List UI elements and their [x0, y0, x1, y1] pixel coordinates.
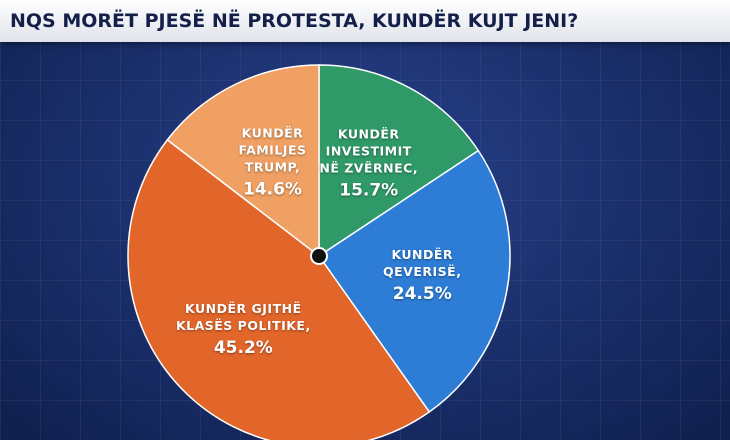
pie-slice: [166, 64, 320, 258]
category-label: KUNDËR QEVERISË,: [383, 247, 462, 280]
slice-label: KUNDËR GJITHË KLASËS POLITIKE, 45.2%: [173, 300, 313, 358]
pie-slice: [317, 149, 511, 413]
category-label: KUNDËR INVESTIMIT NË ZVËRNEC,: [319, 126, 419, 176]
slice-label: KUNDËR FAMILJES TRUMP, 14.6%: [217, 124, 327, 199]
value-label: 24.5%: [392, 284, 452, 305]
category-label: KUNDËR FAMILJES TRUMP,: [238, 125, 307, 175]
title-bar: NQS MORËT PJESË NË PROTESTA, KUNDËR KUJT…: [0, 0, 730, 42]
category-label: KUNDËR GJITHË KLASËS POLITIKE,: [175, 300, 311, 333]
value-label: 14.6%: [242, 179, 302, 200]
pie-slice: [318, 64, 480, 258]
chart-title: NQS MORËT PJESË NË PROTESTA, KUNDËR KUJT…: [10, 10, 579, 32]
value-label: 45.2%: [213, 337, 273, 358]
slice-label: KUNDËR QEVERISË, 24.5%: [367, 246, 477, 304]
center-dot: [310, 247, 328, 265]
pie-slice: [127, 138, 431, 440]
slice-label: KUNDËR INVESTIMIT NË ZVËRNEC, 15.7%: [314, 126, 424, 201]
value-label: 15.7%: [339, 180, 399, 201]
